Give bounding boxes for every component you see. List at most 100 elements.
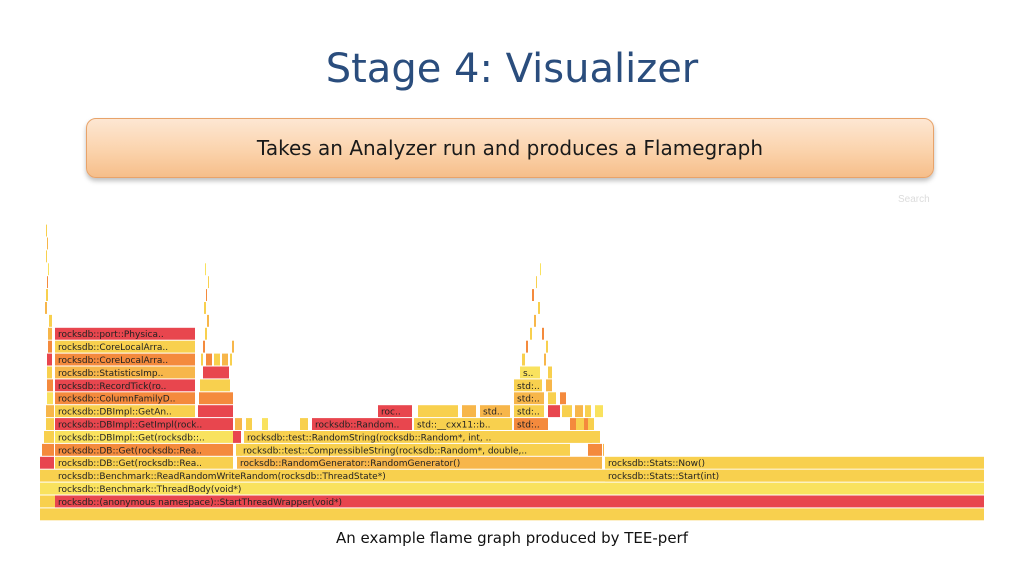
flame-frame[interactable] bbox=[55, 366, 195, 379]
flame-frame-39[interactable] bbox=[575, 405, 583, 418]
flame-frame-11[interactable] bbox=[47, 366, 52, 379]
flamegraph-search-button[interactable]: Search bbox=[898, 194, 930, 205]
flame-frame-68[interactable] bbox=[532, 289, 534, 301]
flame-frame-43[interactable] bbox=[590, 431, 600, 443]
flame-frame[interactable] bbox=[514, 405, 544, 418]
flame-frame-17[interactable] bbox=[198, 405, 233, 418]
flame-frame-44[interactable] bbox=[576, 418, 584, 430]
flame-frame-2[interactable] bbox=[40, 482, 55, 495]
flame-frame-56[interactable] bbox=[207, 314, 209, 327]
flame-frame-51[interactable] bbox=[47, 237, 48, 250]
flame-frame[interactable] bbox=[378, 405, 412, 418]
flame-frame-25[interactable] bbox=[233, 431, 241, 443]
flame-frame[interactable] bbox=[55, 431, 233, 443]
flame-frame-57[interactable] bbox=[204, 302, 206, 314]
flame-frame-41[interactable] bbox=[595, 405, 603, 418]
flame-frame-10[interactable] bbox=[47, 379, 53, 392]
flame-frame-40[interactable] bbox=[585, 405, 591, 418]
flame-frame-62[interactable] bbox=[232, 340, 234, 353]
flame-frame-71[interactable] bbox=[544, 353, 546, 366]
flame-frame-72[interactable] bbox=[546, 340, 548, 353]
flame-frame[interactable] bbox=[55, 482, 984, 495]
flame-frame[interactable] bbox=[480, 405, 510, 418]
flame-frame-37[interactable] bbox=[546, 379, 552, 392]
flame-frame-75[interactable] bbox=[603, 443, 604, 456]
flame-frame-55[interactable] bbox=[205, 327, 207, 340]
flame-frame-3[interactable] bbox=[40, 469, 55, 482]
flame-frame-46[interactable] bbox=[45, 302, 47, 314]
flame-frame-6[interactable] bbox=[44, 431, 54, 443]
flame-frame-22[interactable] bbox=[214, 353, 220, 366]
flame-frame[interactable] bbox=[55, 405, 195, 418]
flame-frame-49[interactable] bbox=[48, 263, 49, 276]
flame-frame-31[interactable] bbox=[564, 431, 592, 443]
flame-frame-53[interactable] bbox=[201, 353, 203, 366]
flame-frame-16[interactable] bbox=[236, 443, 242, 456]
flame-frame-66[interactable] bbox=[534, 314, 536, 327]
flame-frame-24[interactable] bbox=[235, 418, 242, 430]
flame-frame[interactable] bbox=[55, 327, 195, 340]
flame-frame[interactable] bbox=[312, 418, 412, 430]
flame-frame[interactable] bbox=[55, 495, 984, 508]
flame-frame-28[interactable] bbox=[300, 418, 308, 430]
flame-frame-59[interactable] bbox=[208, 276, 209, 289]
flame-frame-65[interactable] bbox=[530, 327, 532, 340]
flame-frame[interactable] bbox=[55, 418, 233, 430]
flame-frame-36[interactable] bbox=[560, 392, 566, 405]
flame-frame-42[interactable] bbox=[588, 443, 602, 456]
flame-frame[interactable] bbox=[55, 392, 195, 405]
flame-frame-73[interactable] bbox=[542, 327, 544, 340]
flame-frame-63[interactable] bbox=[522, 353, 525, 366]
flame-frame-50[interactable] bbox=[46, 250, 47, 263]
flame-frame[interactable] bbox=[244, 431, 564, 443]
flame-frame-47[interactable] bbox=[46, 289, 48, 301]
flame-frame-69[interactable] bbox=[536, 276, 537, 289]
flame-frame-64[interactable] bbox=[526, 340, 528, 353]
flame-frame-9[interactable] bbox=[47, 392, 53, 405]
flame-frame-35[interactable] bbox=[548, 392, 556, 405]
flame-frame-0[interactable] bbox=[40, 508, 984, 521]
flame-frame-12[interactable] bbox=[47, 353, 52, 366]
flame-frame[interactable] bbox=[240, 443, 570, 456]
flame-frame-33[interactable] bbox=[548, 405, 560, 418]
flame-frame-60[interactable] bbox=[205, 263, 206, 276]
flame-frame-18[interactable] bbox=[199, 392, 233, 405]
flame-frame-13[interactable] bbox=[48, 340, 52, 353]
flame-frame[interactable] bbox=[605, 456, 984, 469]
flame-frame[interactable] bbox=[55, 456, 233, 469]
flame-frame-26[interactable] bbox=[246, 418, 252, 430]
flame-frame-38[interactable] bbox=[548, 366, 552, 379]
flame-frame-29[interactable] bbox=[418, 405, 458, 418]
flame-frame[interactable] bbox=[514, 392, 544, 405]
flame-frame-15[interactable] bbox=[49, 314, 52, 327]
flame-frame-14[interactable] bbox=[48, 327, 52, 340]
flame-frame-23[interactable] bbox=[222, 353, 228, 366]
flame-frame-67[interactable] bbox=[538, 302, 540, 314]
flame-frame[interactable] bbox=[55, 340, 195, 353]
flame-frame-1[interactable] bbox=[40, 495, 55, 508]
flame-frame[interactable] bbox=[55, 443, 233, 456]
flame-frame-48[interactable] bbox=[47, 276, 48, 289]
flame-frame-21[interactable] bbox=[206, 353, 212, 366]
flame-frame[interactable] bbox=[414, 418, 512, 430]
flame-frame-4[interactable] bbox=[40, 456, 54, 469]
flame-frame[interactable] bbox=[520, 366, 540, 379]
flame-frame[interactable] bbox=[514, 379, 542, 392]
flame-frame-19[interactable] bbox=[200, 379, 230, 392]
flame-frame-45[interactable] bbox=[588, 418, 594, 430]
flame-frame[interactable] bbox=[55, 353, 195, 366]
flame-frame[interactable] bbox=[55, 469, 984, 482]
flame-frame[interactable] bbox=[605, 469, 984, 482]
flame-frame-58[interactable] bbox=[206, 289, 207, 301]
flame-frame-8[interactable] bbox=[46, 405, 54, 418]
flame-frame-70[interactable] bbox=[540, 263, 541, 276]
flame-frame[interactable] bbox=[514, 418, 548, 430]
flame-frame-52[interactable] bbox=[46, 224, 47, 237]
flame-frame[interactable] bbox=[55, 379, 195, 392]
flame-frame-54[interactable] bbox=[203, 340, 205, 353]
flame-frame-27[interactable] bbox=[262, 418, 268, 430]
flame-frame-7[interactable] bbox=[46, 418, 54, 430]
flame-frame-5[interactable] bbox=[42, 443, 54, 456]
flame-frame[interactable] bbox=[237, 456, 602, 469]
flame-frame-61[interactable] bbox=[230, 353, 232, 366]
